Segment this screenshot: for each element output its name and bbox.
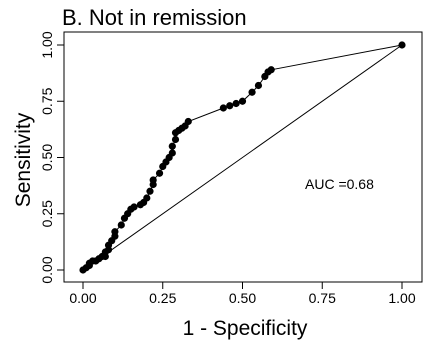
y-tick-label: 1.00 <box>39 31 55 58</box>
x-tick-label: 1.00 <box>388 290 415 306</box>
roc-point <box>232 99 240 108</box>
chart-title: B. Not in remission <box>62 5 247 30</box>
auc-annotation: AUC =0.68 <box>305 176 374 192</box>
roc-point <box>149 176 157 184</box>
roc-point <box>155 169 164 177</box>
roc-point <box>168 149 176 157</box>
roc-point <box>146 187 154 195</box>
plot-marks <box>79 41 406 274</box>
roc-point <box>130 203 138 211</box>
x-axis-label: 1 - Specificity <box>183 317 308 340</box>
roc-point <box>111 228 119 236</box>
roc-point <box>398 41 406 49</box>
roc-point <box>219 104 227 112</box>
roc-point <box>238 97 247 105</box>
roc-point <box>184 117 192 126</box>
roc-point <box>143 194 151 202</box>
roc-point <box>171 135 180 144</box>
roc-point <box>117 221 125 229</box>
x-tick-label: 0.75 <box>309 290 336 306</box>
reference-diagonal <box>82 44 403 271</box>
roc-point <box>226 102 234 110</box>
y-tick-label: 0.75 <box>39 87 55 114</box>
y-tick-label: 0.00 <box>39 256 55 283</box>
roc-point <box>168 142 176 150</box>
y-axis-label: Sensitivity <box>12 112 35 207</box>
roc-point <box>254 81 263 90</box>
x-tick-label: 0.00 <box>69 290 96 306</box>
x-tick-label: 0.25 <box>149 290 176 306</box>
y-tick-label: 0.25 <box>39 200 55 227</box>
roc-point <box>248 88 256 96</box>
x-tick-label: 0.50 <box>229 290 256 306</box>
axis-ticks: 0.00 0.25 0.50 0.75 1.00 0.00 0.25 0.50 0.75 1.00 <box>39 31 416 306</box>
y-tick-label: 0.50 <box>39 144 55 171</box>
roc-point <box>267 66 275 74</box>
